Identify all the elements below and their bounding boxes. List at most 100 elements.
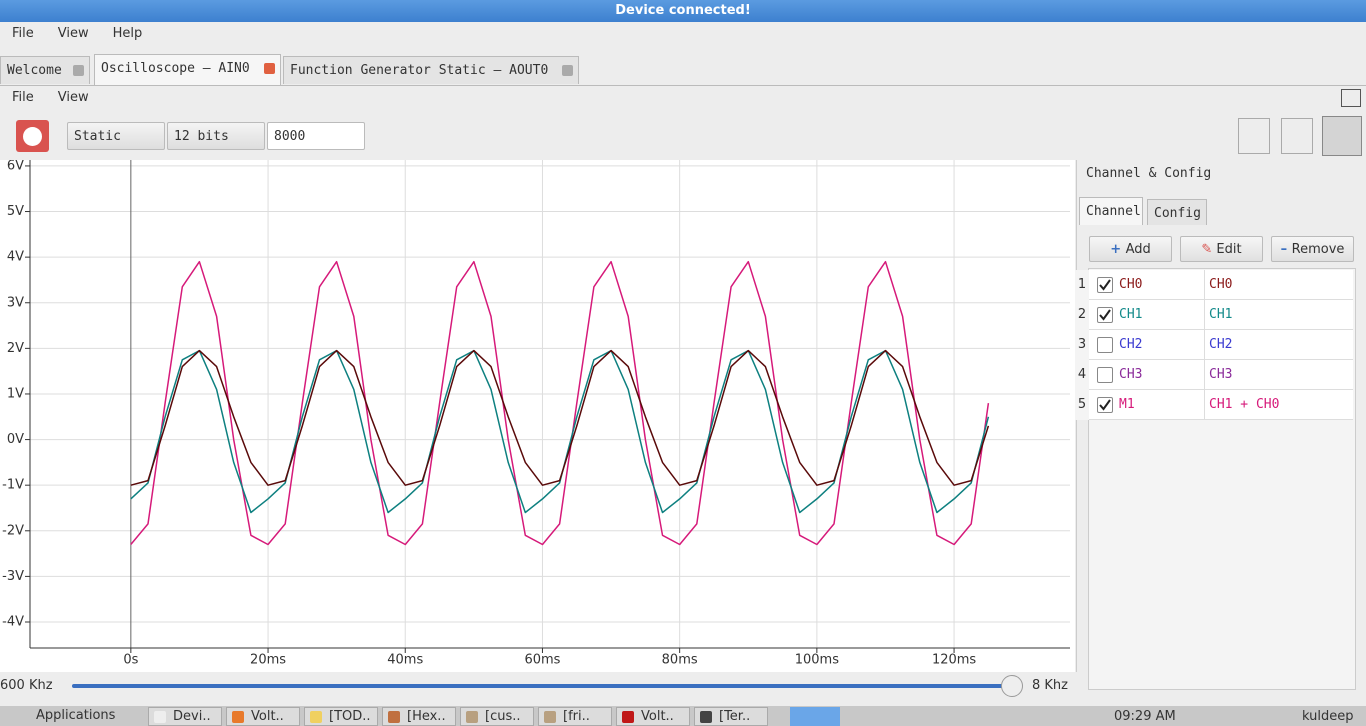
checkbox[interactable]	[1097, 397, 1113, 413]
x-tick-label: 100ms	[795, 653, 839, 668]
checkbox[interactable]	[1097, 367, 1113, 383]
channel-name: CH3	[1119, 367, 1143, 382]
detach-button[interactable]	[1341, 89, 1361, 107]
channel-row: 2 CH1 CH1	[1075, 300, 1353, 330]
edit-button[interactable]: ✎ Edit	[1180, 236, 1263, 262]
tab-label: Oscilloscope – AIN0	[101, 61, 250, 76]
frequency-slider[interactable]	[72, 684, 1012, 688]
x-tick-label: 80ms	[662, 653, 698, 668]
app-icon	[154, 711, 166, 723]
tab-label: Welcome	[7, 63, 62, 78]
y-tick-label: 2V	[7, 341, 24, 356]
button-label: Remove	[1291, 242, 1345, 257]
channel-row: 5 M1 CH1 + CH0	[1075, 390, 1353, 420]
y-tick-label: 5V	[7, 204, 24, 219]
app-icon	[700, 711, 712, 723]
checkbox[interactable]	[1097, 307, 1113, 323]
check-mark	[1099, 399, 1111, 411]
channel-expr: CH3	[1204, 360, 1232, 390]
layout-button[interactable]	[1322, 116, 1362, 156]
slider-handle[interactable]	[1001, 675, 1023, 697]
menu-item[interactable]: Help	[112, 26, 143, 41]
tab[interactable]: Function Generator Static – AOUT0	[283, 56, 579, 84]
channel-expr: CH1 + CH0	[1204, 390, 1279, 420]
menu-item[interactable]: View	[57, 26, 89, 41]
sub-menu-bar: File View	[0, 86, 101, 110]
menu-item[interactable]: File	[12, 26, 34, 41]
taskbar-item[interactable]: [fri..	[538, 707, 612, 726]
row-index: 2	[1075, 300, 1089, 330]
x-tick-label: 40ms	[387, 653, 423, 668]
tab[interactable]: Oscilloscope – AIN0	[94, 54, 281, 86]
channel-row: 1 CH0 CH0	[1075, 270, 1353, 300]
remove-button[interactable]: – Remove	[1271, 236, 1354, 262]
menu-item[interactable]: View	[57, 90, 89, 105]
tab[interactable]: Welcome	[0, 56, 90, 84]
y-tick-label: 4V	[7, 250, 24, 265]
y-tick-label: 3V	[7, 295, 24, 310]
record-button[interactable]	[16, 120, 49, 152]
add-button[interactable]: + Add	[1089, 236, 1172, 262]
menu-item[interactable]: File	[12, 90, 34, 105]
layout-button[interactable]	[1238, 118, 1270, 154]
channel-expr: CH2	[1204, 330, 1232, 360]
row-index: 3	[1075, 330, 1089, 360]
taskbar-item[interactable]: [Hex..	[382, 707, 456, 726]
row-index: 5	[1075, 390, 1089, 420]
taskbar-item[interactable]: [Ter..	[694, 707, 768, 726]
mode-select[interactable]: Static	[67, 122, 165, 150]
app-icon	[388, 711, 400, 723]
oscilloscope-plot: -4V -3V -2V -1V 0V 1V 2V 3V 4V 5V 6V 0s 20ms 40ms 60ms…	[0, 160, 1075, 672]
slider-max-label: 8 Khz	[1032, 678, 1068, 693]
row-index: 4	[1075, 360, 1089, 390]
app-icon	[466, 711, 478, 723]
panel-tab[interactable]: Config	[1147, 199, 1207, 225]
check-mark	[1099, 309, 1111, 321]
check-mark	[1099, 279, 1111, 291]
y-tick-label: 6V	[7, 160, 24, 173]
workspace[interactable]	[790, 707, 840, 726]
samples-input[interactable]: 8000	[267, 122, 365, 150]
x-tick-label: 0s	[123, 653, 138, 668]
taskbar-item[interactable]: [TOD..	[304, 707, 378, 726]
channel-name: CH2	[1119, 337, 1143, 352]
series-line	[130, 260, 990, 546]
channel-row: 3 CH2 CH2	[1075, 330, 1353, 360]
window-title: Device connected!	[0, 0, 1366, 22]
taskbar-item[interactable]: Volt..	[226, 707, 300, 726]
channel-row: 4 CH3 CH3	[1075, 360, 1353, 390]
series-line	[130, 349, 990, 514]
row-index: 1	[1075, 270, 1089, 300]
series-line	[130, 349, 990, 486]
y-tick-label: -2V	[2, 523, 24, 538]
app-icon	[310, 711, 322, 723]
x-tick-label: 20ms	[250, 653, 286, 668]
channel-name: M1	[1119, 397, 1135, 412]
user-name: kuldeep	[1302, 709, 1354, 724]
taskbar-item[interactable]: Volt..	[616, 707, 690, 726]
slider-min-label: 600 Khz	[0, 678, 53, 693]
x-tick-label: 60ms	[524, 653, 560, 668]
app-icon	[232, 711, 244, 723]
y-tick-label: 1V	[7, 386, 24, 401]
tab-label: Function Generator Static – AOUT0	[290, 63, 549, 78]
channel-name: CH1	[1119, 307, 1143, 322]
checkbox[interactable]	[1097, 277, 1113, 293]
menu-bar: File View Help	[0, 22, 154, 46]
applications-menu[interactable]: Applications	[36, 708, 116, 723]
app-icon	[622, 711, 634, 723]
app-icon	[544, 711, 556, 723]
taskbar-item[interactable]: Devi..	[148, 707, 222, 726]
panel-title: Channel & Config	[1086, 166, 1212, 181]
y-tick-label: -3V	[2, 569, 24, 584]
panel-tab[interactable]: Channel	[1079, 197, 1143, 225]
bits-select[interactable]: 12 bits	[167, 122, 265, 150]
layout-button[interactable]	[1281, 118, 1313, 154]
channel-expr: CH1	[1204, 300, 1232, 330]
x-tick-label: 120ms	[932, 653, 976, 668]
checkbox[interactable]	[1097, 337, 1113, 353]
separator	[0, 85, 1366, 86]
button-label: Edit	[1216, 242, 1242, 257]
taskbar-item[interactable]: [cus..	[460, 707, 534, 726]
